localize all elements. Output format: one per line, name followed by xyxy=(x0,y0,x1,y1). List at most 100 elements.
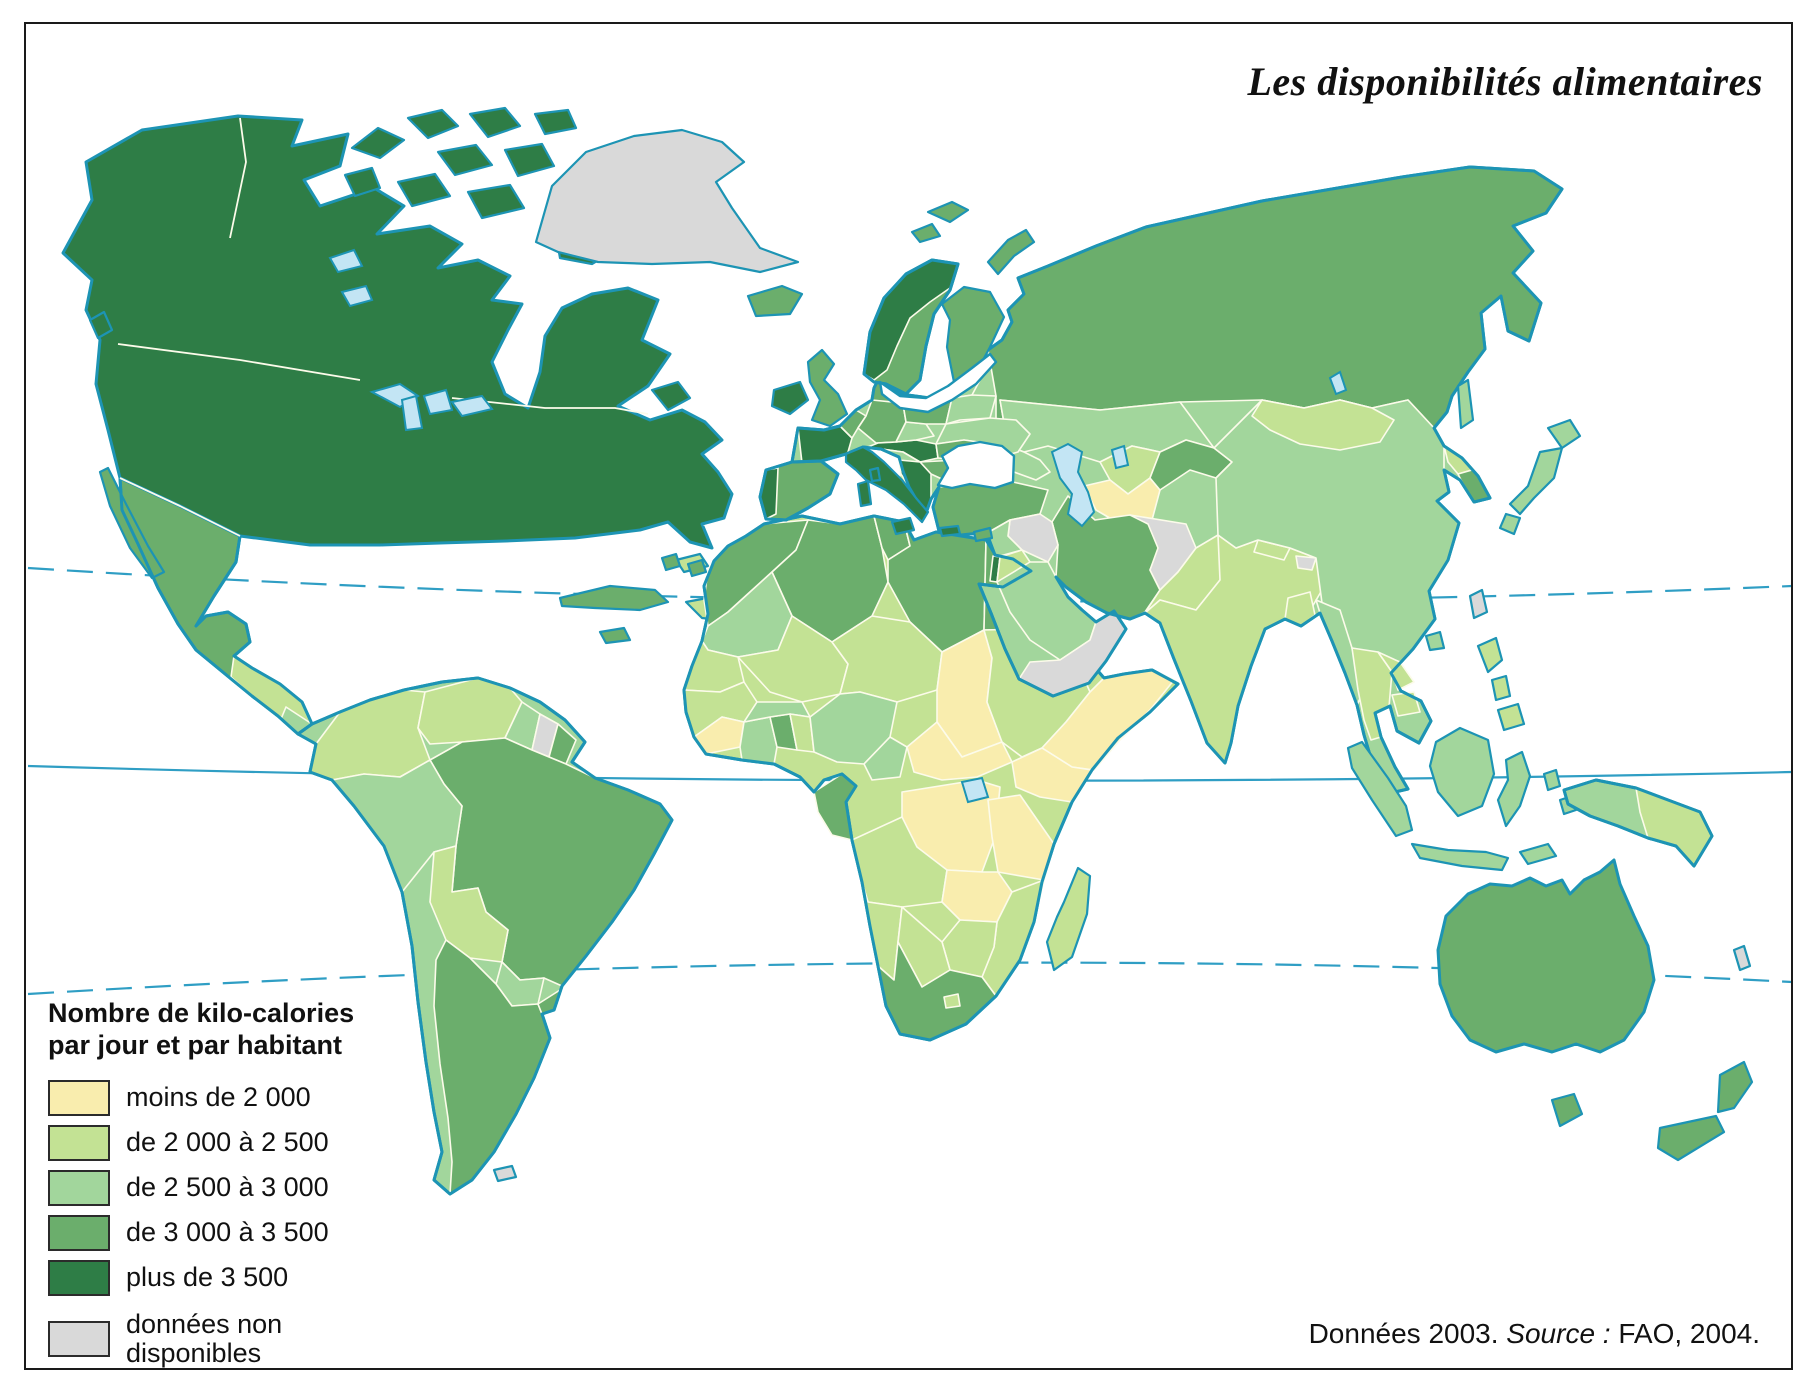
region-iceland xyxy=(746,284,804,318)
region-arctic-island xyxy=(406,108,460,140)
region-arctic-island xyxy=(350,126,406,160)
source-prefix: Données 2003. xyxy=(1308,1318,1507,1349)
legend-item: plus de 3 500 xyxy=(48,1259,408,1296)
great-slave-lake xyxy=(340,284,374,308)
region-corsica xyxy=(868,466,882,483)
region-arctic-island xyxy=(533,108,578,136)
legend: Nombre de kilo-calories par jour et par … xyxy=(48,998,408,1377)
great-lakes xyxy=(400,394,424,432)
lake-victoria xyxy=(960,776,990,804)
legend-item-label: de 3 000 à 3 500 xyxy=(126,1217,329,1248)
region-sumatra xyxy=(1346,740,1414,838)
border-us-mexico xyxy=(119,477,241,537)
region-laos xyxy=(1377,651,1415,691)
legend-heading-line2: par jour et par habitant xyxy=(48,1029,343,1060)
region-lesotho xyxy=(943,993,961,1009)
region-crete xyxy=(938,524,962,538)
region-arctic-island xyxy=(343,166,382,198)
region-vancouver-island xyxy=(88,310,114,340)
legend-items: moins de 2 000 de 2 000 à 2 500 de 2 500… xyxy=(48,1079,408,1368)
region-arctic-island xyxy=(503,142,556,178)
legend-item: moins de 2 000 xyxy=(48,1079,408,1116)
legend-swatch xyxy=(48,1320,110,1357)
region-north-america xyxy=(61,114,734,550)
legend-item: de 2 000 à 2 500 xyxy=(48,1124,408,1161)
source-note: Données 2003. Source : FAO, 2004. xyxy=(1309,1318,1760,1350)
aral-sea xyxy=(1110,444,1130,470)
source-label: Source : xyxy=(1506,1318,1619,1349)
europe-islands-group xyxy=(758,200,1036,543)
region-new-zealand-south xyxy=(1656,1114,1726,1162)
region-australia xyxy=(1436,858,1656,1054)
region-philippines xyxy=(1476,636,1526,732)
region-ireland xyxy=(770,380,810,416)
border-alaska-canada xyxy=(229,117,247,239)
legend-heading-line1: Nombre de kilo-calories xyxy=(48,998,355,1028)
region-mongolia xyxy=(1251,399,1395,451)
region-hainan xyxy=(1424,630,1446,652)
south-america-group xyxy=(296,676,674,1196)
source-suffix: FAO, 2004. xyxy=(1618,1318,1760,1349)
region-arctic-island xyxy=(468,106,522,139)
great-lakes xyxy=(422,388,454,416)
region-sulawesi xyxy=(1496,750,1532,828)
region-tasmania xyxy=(1550,1092,1584,1128)
region-japan-hokkaido xyxy=(1546,418,1582,450)
legend-item-label: de 2 000 à 2 500 xyxy=(126,1127,329,1158)
legend-swatch xyxy=(48,1259,110,1296)
legend-item: de 2 500 à 3 000 xyxy=(48,1169,408,1206)
region-java xyxy=(1410,842,1510,872)
region-arctic-island xyxy=(396,172,452,208)
map-frame xyxy=(24,22,1793,1370)
region-italy xyxy=(844,445,930,524)
region-czech-slovakia xyxy=(895,421,935,443)
region-japan-kyushu xyxy=(1498,512,1522,536)
region-uk xyxy=(806,348,849,428)
legend-swatch xyxy=(48,1124,110,1161)
legend-item-label: de 2 500 à 3 000 xyxy=(126,1172,329,1203)
region-newfoundland xyxy=(650,380,692,412)
legend-item: données non disponibles xyxy=(48,1308,408,1368)
region-falkland xyxy=(492,1164,518,1183)
legend-item-label: données non disponibles xyxy=(126,1308,283,1368)
asia-islands-group xyxy=(1346,378,1714,872)
region-sardinia xyxy=(856,479,873,508)
great-bear-lake xyxy=(328,248,364,274)
legend-item: de 3 000 à 3 500 xyxy=(48,1214,408,1251)
caspian-sea xyxy=(1050,442,1096,528)
page-title: Les disponibilités alimentaires xyxy=(1247,59,1763,104)
great-lakes xyxy=(450,394,494,418)
legend-item-label: plus de 3 500 xyxy=(126,1262,289,1293)
region-novaya-zemlya xyxy=(986,228,1036,276)
region-arctic-island xyxy=(466,183,526,220)
legend-heading: Nombre de kilo-calories par jour et par … xyxy=(48,998,408,1062)
oceania-group xyxy=(1436,858,1754,1162)
region-sicily xyxy=(890,516,916,536)
region-timor xyxy=(1518,842,1558,866)
legend-swatch xyxy=(48,1169,110,1206)
legend-swatch xyxy=(48,1079,110,1116)
region-cuba xyxy=(558,584,670,612)
region-canary-islands xyxy=(660,552,708,578)
region-madagascar xyxy=(1045,866,1092,972)
region-sakhalin xyxy=(1456,378,1475,430)
region-cameroon xyxy=(863,736,908,781)
border-us-canada xyxy=(117,343,649,415)
region-svalbard xyxy=(910,200,970,244)
region-new-caledonia xyxy=(1732,944,1752,972)
baltic-sea xyxy=(878,352,998,414)
region-cyprus xyxy=(972,526,994,543)
lake-baikal xyxy=(1328,370,1348,396)
black-sea xyxy=(936,440,1016,490)
legend-item-label: moins de 2 000 xyxy=(126,1082,311,1113)
region-new-zealand-north xyxy=(1716,1060,1754,1114)
region-jamaica xyxy=(598,626,632,645)
region-taiwan xyxy=(1468,588,1489,620)
region-bhutan xyxy=(1295,555,1317,571)
region-borneo xyxy=(1428,726,1496,818)
legend-swatch xyxy=(48,1214,110,1251)
region-japan-honshu xyxy=(1508,446,1564,516)
region-greenland xyxy=(534,128,800,274)
